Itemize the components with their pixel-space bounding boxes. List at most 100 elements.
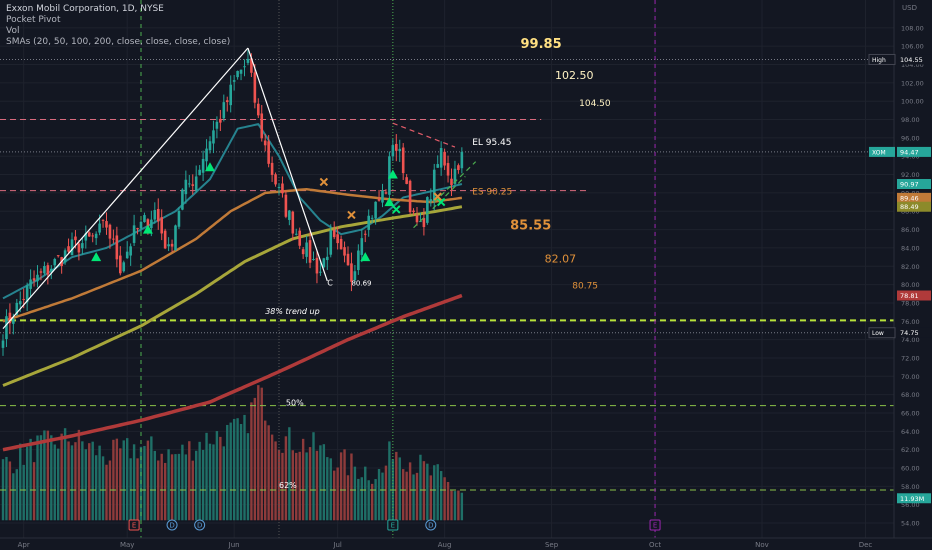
candle-body bbox=[395, 143, 398, 151]
annotation-label: 50% bbox=[286, 399, 304, 408]
price-tick-label: 72.00 bbox=[901, 354, 920, 362]
candle-body bbox=[74, 236, 77, 241]
time-tick-label: Aug bbox=[438, 541, 452, 549]
candle-body bbox=[160, 217, 163, 234]
candle-body bbox=[263, 140, 267, 146]
candle-body bbox=[25, 285, 29, 303]
volume-bar bbox=[229, 422, 232, 521]
candle-body bbox=[260, 113, 264, 139]
volume-bar bbox=[119, 448, 122, 521]
volume-bar bbox=[298, 451, 301, 521]
time-tick-label: Oct bbox=[649, 541, 661, 549]
volume-bar bbox=[101, 456, 105, 521]
volume-bar bbox=[429, 475, 432, 521]
price-tag-label: High bbox=[872, 57, 886, 64]
candle-body bbox=[443, 151, 446, 166]
price-tag-value: 78.81 bbox=[900, 292, 919, 300]
candle-body bbox=[267, 141, 270, 164]
volume-bar bbox=[253, 397, 257, 521]
candle-body bbox=[288, 210, 291, 220]
event-badge bbox=[425, 519, 437, 531]
candle-body bbox=[336, 234, 339, 244]
candle-body bbox=[81, 243, 84, 249]
volume-bar bbox=[143, 445, 146, 521]
candle-body bbox=[315, 257, 319, 274]
price-tag-box bbox=[897, 327, 931, 338]
candle-body bbox=[415, 215, 419, 223]
candle-body bbox=[284, 194, 288, 217]
volume-bar bbox=[184, 454, 188, 521]
volume-bar bbox=[439, 471, 443, 521]
price-axis[interactable]: USD 108.00 106.00 104.00 102.00 100.00 98.00 96… bbox=[893, 0, 932, 550]
volume-bar bbox=[446, 481, 450, 521]
candle-body bbox=[343, 247, 346, 256]
volume-bar bbox=[25, 446, 29, 521]
trendline bbox=[413, 175, 466, 229]
volume-bar bbox=[408, 462, 412, 521]
volume-bar bbox=[8, 461, 12, 521]
candle-body bbox=[250, 58, 253, 73]
volume-bar bbox=[57, 448, 60, 521]
price-tick-label: 100.00 bbox=[901, 98, 924, 106]
candle-body bbox=[184, 179, 188, 195]
volume-bar bbox=[112, 439, 115, 521]
candle-body bbox=[36, 274, 39, 282]
candle-body bbox=[367, 215, 370, 230]
cross-marker bbox=[392, 205, 401, 214]
volume-bar bbox=[84, 449, 87, 521]
candle-body bbox=[246, 58, 250, 63]
volume-bar bbox=[115, 438, 119, 521]
volume-bar bbox=[305, 452, 308, 521]
candle-body bbox=[29, 279, 32, 289]
price-tick-label: 78.00 bbox=[901, 299, 920, 307]
price-tick-label: 86.00 bbox=[901, 226, 920, 234]
price-tick-label: 80.00 bbox=[901, 281, 920, 289]
candle-body bbox=[319, 271, 322, 273]
volume-bar bbox=[129, 458, 132, 521]
candle-body bbox=[129, 246, 132, 256]
price-tag-box bbox=[897, 290, 931, 301]
legend-indicator-smas: SMAs (20, 50, 100, 200, close, close, cl… bbox=[6, 37, 231, 47]
price-tag-value: 89.46 bbox=[900, 194, 919, 202]
candle-body bbox=[174, 225, 177, 251]
volume-bar bbox=[405, 471, 408, 521]
volume-bar bbox=[77, 429, 81, 521]
candle-body bbox=[329, 230, 333, 255]
candle-body bbox=[308, 240, 312, 263]
trendline bbox=[433, 161, 477, 203]
volume-bar bbox=[29, 438, 32, 521]
candle-body bbox=[98, 223, 101, 233]
candle-body bbox=[377, 199, 381, 201]
volume-bar bbox=[301, 438, 305, 521]
volume-bar bbox=[43, 430, 46, 521]
sma50-line bbox=[2, 187, 463, 323]
price-tick-label: 56.00 bbox=[901, 501, 920, 509]
volume-bar bbox=[146, 440, 150, 521]
candle-body bbox=[298, 230, 301, 246]
volume-bar bbox=[39, 435, 43, 521]
candle-body bbox=[422, 218, 426, 228]
volume-bar bbox=[46, 430, 50, 521]
volume-bar bbox=[236, 418, 239, 521]
volume-bar bbox=[277, 449, 281, 521]
candle-body bbox=[439, 148, 443, 168]
candle-body bbox=[5, 316, 8, 340]
time-axis[interactable]: AprMayJunJulAugSepOctNovDec202 bbox=[0, 537, 932, 550]
candle-body bbox=[243, 66, 246, 68]
trendline bbox=[392, 122, 456, 148]
candle-body bbox=[12, 319, 15, 324]
candle-body bbox=[170, 243, 174, 247]
time-tick-label: Jul bbox=[332, 541, 342, 549]
volume-bar bbox=[319, 445, 322, 521]
annotation-label: 80.75 bbox=[572, 281, 598, 291]
trendline bbox=[247, 47, 328, 282]
volume-bar bbox=[212, 444, 215, 521]
candle-body bbox=[194, 176, 198, 191]
volume-bar bbox=[53, 444, 56, 521]
candle-body bbox=[63, 250, 67, 263]
annotation-label: 62% bbox=[279, 481, 297, 490]
volume-bar bbox=[91, 441, 94, 521]
